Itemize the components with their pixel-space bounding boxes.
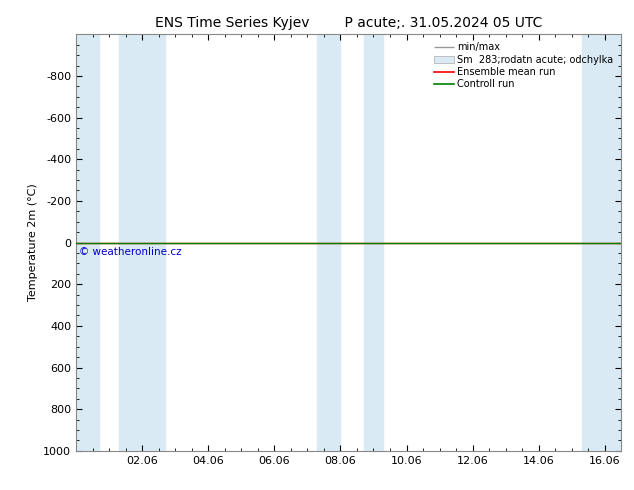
Y-axis label: Temperature 2m (°C): Temperature 2m (°C): [28, 184, 37, 301]
Bar: [317, 34, 340, 451]
Bar: [76, 34, 99, 451]
Title: ENS Time Series Kyjev        P acute;. 31.05.2024 05 UTC: ENS Time Series Kyjev P acute;. 31.05.20…: [155, 16, 543, 30]
Legend: min/max, Sm  283;rodatn acute; odchylka, Ensemble mean run, Controll run: min/max, Sm 283;rodatn acute; odchylka, …: [431, 39, 616, 92]
Text: © weatheronline.cz: © weatheronline.cz: [79, 246, 182, 257]
Bar: [119, 34, 165, 451]
Bar: [363, 34, 384, 451]
Bar: [581, 34, 621, 451]
